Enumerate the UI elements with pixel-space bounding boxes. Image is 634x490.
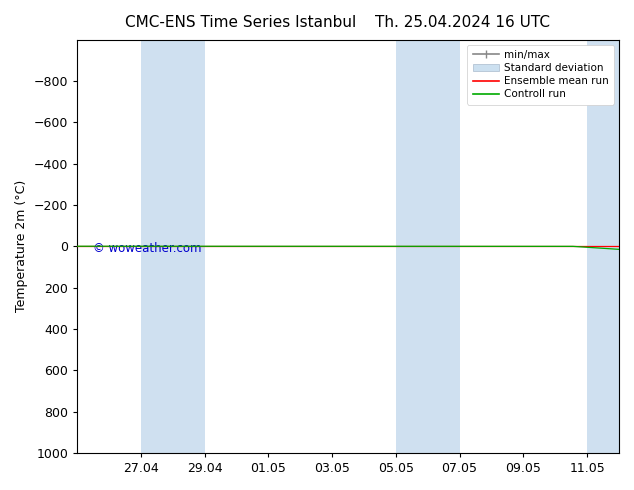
Text: © woweather.com: © woweather.com bbox=[93, 242, 202, 255]
Bar bbox=[396, 40, 460, 453]
Text: CMC-ENS Time Series Istanbul: CMC-ENS Time Series Istanbul bbox=[126, 15, 356, 30]
Text: Th. 25.04.2024 16 UTC: Th. 25.04.2024 16 UTC bbox=[375, 15, 550, 30]
Y-axis label: Temperature 2m (°C): Temperature 2m (°C) bbox=[15, 180, 28, 312]
Bar bbox=[141, 40, 205, 453]
Bar bbox=[587, 40, 619, 453]
Legend: min/max, Standard deviation, Ensemble mean run, Controll run: min/max, Standard deviation, Ensemble me… bbox=[467, 45, 614, 104]
